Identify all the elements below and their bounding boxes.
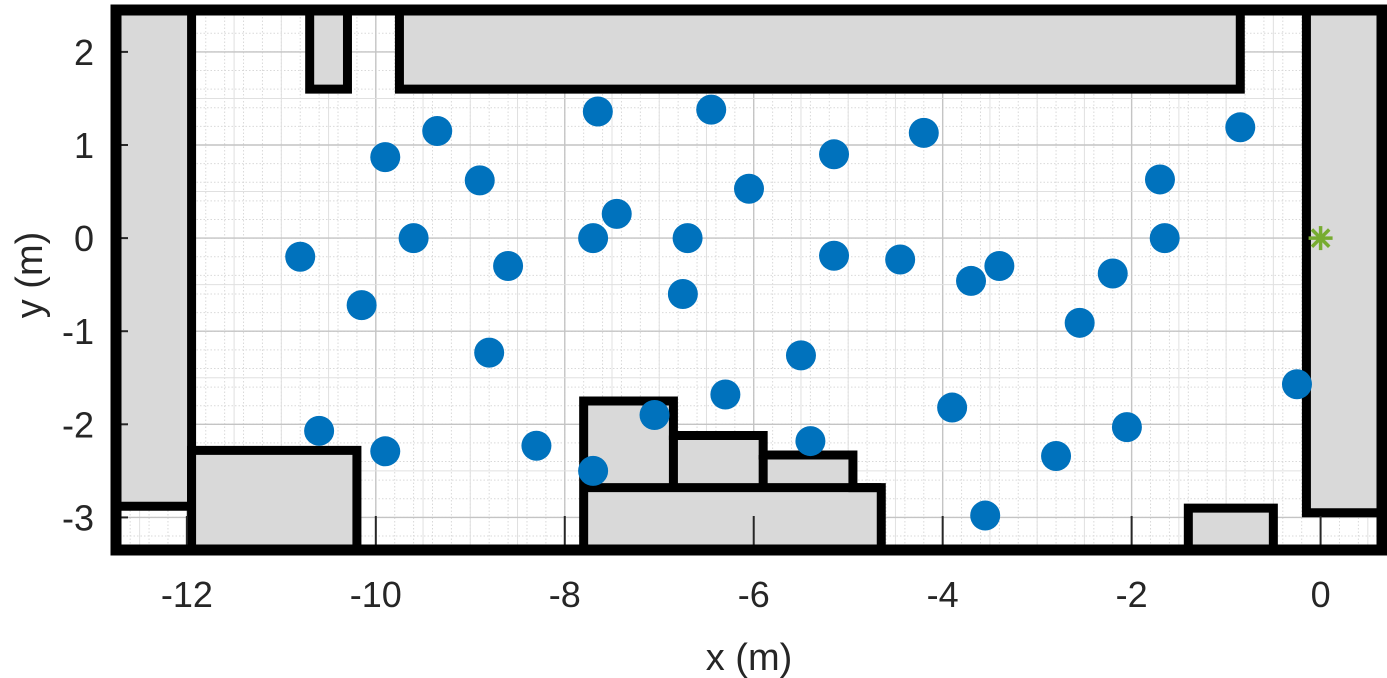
y-tick-label: -2 [62, 404, 94, 445]
data-point [578, 223, 609, 254]
x-tick-label: -12 [161, 574, 213, 615]
data-point [1149, 223, 1180, 254]
y-tick-label: -3 [62, 497, 94, 538]
x-axis-label: x (m) [706, 637, 793, 678]
data-point [819, 139, 850, 170]
y-tick-label: 1 [74, 125, 94, 166]
data-point [795, 426, 826, 457]
data-point [696, 94, 727, 125]
obstacles [116, 10, 1382, 550]
x-tick-label: -2 [1116, 574, 1148, 615]
data-point [672, 223, 703, 254]
y-axis-label: y (m) [9, 232, 51, 319]
y-tick-label: -1 [62, 311, 94, 352]
y-tick-label: 2 [74, 32, 94, 73]
obstacle [579, 396, 886, 550]
obstacle [394, 10, 1245, 94]
x-tick-label: 0 [1311, 574, 1331, 615]
data-point [984, 251, 1015, 282]
data-point [667, 278, 698, 309]
obstacle [305, 10, 352, 94]
data-point [370, 436, 401, 467]
data-point [304, 415, 335, 446]
x-tick-label: -8 [549, 574, 581, 615]
data-point [578, 455, 609, 486]
data-point [464, 165, 495, 196]
data-point [398, 223, 429, 254]
data-point [1097, 258, 1128, 289]
obstacle [1301, 10, 1382, 518]
data-point [521, 430, 552, 461]
data-point [639, 400, 670, 430]
data-point [937, 392, 968, 423]
data-point [1144, 164, 1175, 195]
data-point [970, 500, 1001, 531]
data-point [885, 244, 916, 275]
x-tick-label: -4 [927, 574, 959, 615]
start-point-marker [1308, 226, 1333, 251]
x-tick-label: -6 [738, 574, 770, 615]
data-point [493, 251, 524, 282]
plot-border [110, 4, 1387, 556]
obstacle [187, 445, 362, 550]
data-point [601, 198, 632, 229]
data-point [474, 337, 505, 368]
data-points [285, 94, 1333, 531]
data-point [785, 340, 816, 371]
data-point [908, 117, 939, 148]
obstacle [116, 10, 197, 511]
data-point [1281, 369, 1312, 400]
data-point [346, 290, 377, 321]
asterisk-stroke [1310, 228, 1331, 248]
data-point [1041, 440, 1072, 471]
data-point [819, 240, 850, 271]
data-point [734, 173, 764, 204]
data-point [285, 241, 316, 272]
data-point [370, 142, 401, 173]
data-point [1064, 307, 1095, 338]
data-point [710, 379, 741, 410]
obstacle [1183, 503, 1278, 550]
data-point [422, 116, 453, 147]
axes-frame [110, 4, 1387, 556]
y-tick-label: 0 [74, 218, 94, 259]
data-point [582, 96, 613, 127]
data-point [956, 265, 987, 296]
data-point [1111, 412, 1142, 443]
data-point [1225, 112, 1256, 143]
x-tick-label: -10 [350, 574, 402, 615]
